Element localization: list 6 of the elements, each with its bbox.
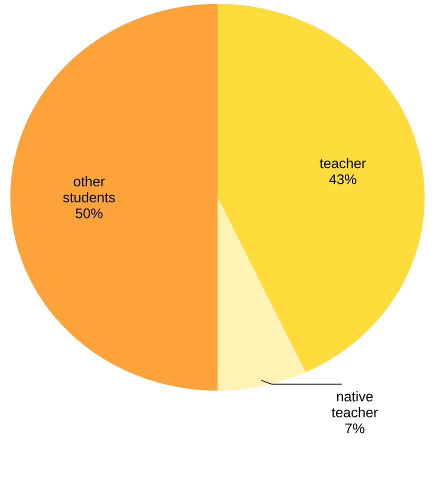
data-label: 43% xyxy=(329,174,356,184)
slice-label: native teacher xyxy=(332,391,378,418)
slice-label: other students xyxy=(63,176,115,202)
data-label: 50% xyxy=(76,208,103,218)
slice-label: teacher xyxy=(320,158,366,168)
data-label: 7% xyxy=(345,423,364,434)
